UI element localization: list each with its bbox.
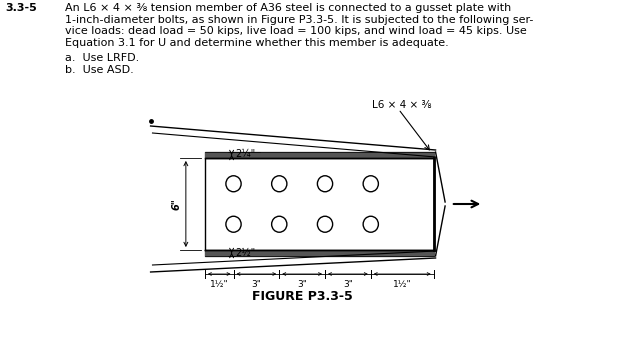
Text: FIGURE P3.3-5: FIGURE P3.3-5 xyxy=(252,290,353,303)
Text: 6": 6" xyxy=(171,198,181,210)
Text: b.  Use ASD.: b. Use ASD. xyxy=(65,64,134,74)
Text: L6 × 4 × ⅜: L6 × 4 × ⅜ xyxy=(372,100,431,110)
Text: 3.3-5: 3.3-5 xyxy=(6,3,37,13)
Text: vice loads: dead load = 50 kips, live load = 100 kips, and wind load = 45 kips. : vice loads: dead load = 50 kips, live lo… xyxy=(65,26,527,36)
Text: 3": 3" xyxy=(343,280,353,289)
Text: 1-inch-diameter bolts, as shown in Figure P3.3-5. It is subjected to the followi: 1-inch-diameter bolts, as shown in Figur… xyxy=(65,15,533,24)
Text: 2¼": 2¼" xyxy=(235,149,256,159)
Text: 3": 3" xyxy=(252,280,261,289)
Text: Equation 3.1 for U and determine whether this member is adequate.: Equation 3.1 for U and determine whether… xyxy=(65,38,449,48)
Text: 1½": 1½" xyxy=(210,280,228,289)
Text: 3": 3" xyxy=(297,280,307,289)
Text: An L6 × 4 × ⅜ tension member of A36 steel is connected to a gusset plate with: An L6 × 4 × ⅜ tension member of A36 stee… xyxy=(65,3,511,13)
Text: 2½": 2½" xyxy=(235,248,256,258)
Text: a.  Use LRFD.: a. Use LRFD. xyxy=(65,53,139,63)
Text: 1½": 1½" xyxy=(393,280,411,289)
